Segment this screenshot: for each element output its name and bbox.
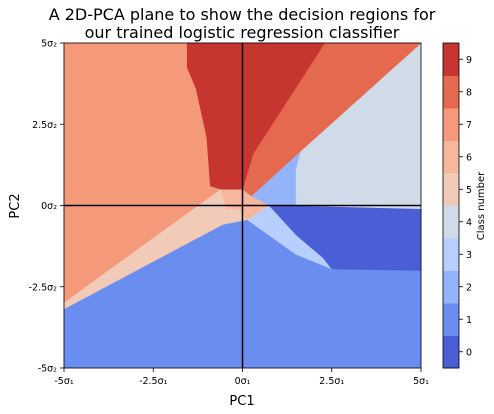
y-tick-label-3: -2.5σ₂ xyxy=(29,282,58,293)
y-axis-label: PC2 xyxy=(8,193,23,218)
colorbar-band-3 xyxy=(443,238,459,271)
chart-title-line-1: A 2D-PCA plane to show the decision regi… xyxy=(49,5,436,24)
y-axis-ticks: 5σ₂ 2.5σ₂ 0σ₂ -2.5σ₂ -5σ₂ xyxy=(29,39,64,375)
x-axis-ticks: -5σ₁ -2.5σ₁ 0σ₁ 2.5σ₁ 5σ₁ xyxy=(54,368,429,387)
x-tick-label-4: 5σ₁ xyxy=(413,376,429,387)
y-tick-label-2: 0σ₂ xyxy=(41,201,57,212)
colorbar-tick-label-6: 6 xyxy=(466,152,472,163)
colorbar-frame xyxy=(442,42,460,369)
region-class-9-9 xyxy=(186,42,326,190)
y-tick-label-4: -5σ₂ xyxy=(38,364,57,375)
colorbar-band-9 xyxy=(443,43,459,76)
colorbar-band-0 xyxy=(443,335,459,369)
colorbar-tick-label-4: 4 xyxy=(466,217,472,228)
colorbar-tick-label-9: 9 xyxy=(466,55,472,66)
x-axis-label: PC1 xyxy=(229,394,254,409)
colorbar-band-1 xyxy=(443,303,459,336)
colorbar-tick-label-7: 7 xyxy=(466,120,472,131)
x-tick-label-3: 2.5σ₁ xyxy=(319,376,344,387)
colorbar-label: Class number xyxy=(476,171,487,240)
colorbar-tick-label-8: 8 xyxy=(466,87,472,98)
chart-title: A 2D-PCA plane to show the decision regi… xyxy=(49,5,436,42)
colorbar-tick-label-5: 5 xyxy=(466,185,472,196)
colorbar: 0 1 2 3 4 5 6 7 8 9 xyxy=(442,42,472,369)
colorbar-tick-label-2: 2 xyxy=(466,282,472,293)
y-tick-label-1: 2.5σ₂ xyxy=(32,120,57,131)
reference-lines xyxy=(64,43,421,368)
x-tick-label-0: -5σ₁ xyxy=(54,376,73,387)
chart-title-line-2: our trained logistic regression classifi… xyxy=(85,23,400,42)
x-tick-label-2: 0σ₁ xyxy=(235,376,251,387)
colorbar-band-7 xyxy=(443,108,459,141)
y-tick-label-0: 5σ₂ xyxy=(41,39,57,50)
colorbar-band-4 xyxy=(443,205,459,239)
colorbar-band-5 xyxy=(443,173,459,206)
colorbar-band-8 xyxy=(443,75,459,109)
colorbar-band-2 xyxy=(443,270,459,304)
colorbar-tick-label-3: 3 xyxy=(466,250,472,261)
colorbar-tick-label-0: 0 xyxy=(466,347,472,358)
x-tick-label-1: -2.5σ₁ xyxy=(139,376,168,387)
colorbar-band-6 xyxy=(443,140,459,174)
colorbar-tick-label-1: 1 xyxy=(466,315,472,326)
